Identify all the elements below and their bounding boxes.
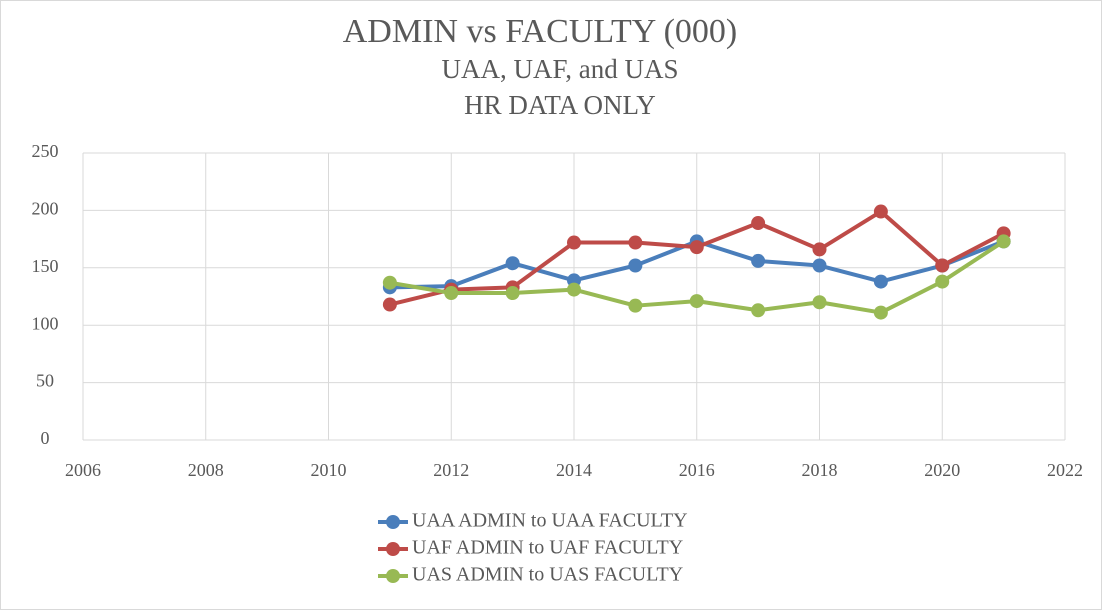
chart-subtitle: UAA, UAF, and UAS: [441, 54, 678, 84]
data-point: [751, 253, 766, 268]
data-point: [873, 204, 888, 219]
data-point: [689, 240, 704, 255]
x-tick-label: 2016: [679, 460, 715, 480]
data-point: [567, 235, 581, 250]
legend-swatch: [386, 515, 400, 529]
y-tick-label: 250: [32, 141, 59, 161]
data-point: [873, 274, 888, 289]
data-point: [382, 275, 397, 290]
x-tick-label: 2014: [556, 460, 592, 480]
legend-label: UAF ADMIN to UAF FACULTY: [412, 537, 683, 559]
chart-title: ADMIN vs FACULTY (000): [343, 13, 737, 50]
data-point: [689, 294, 704, 309]
y-tick-label: 150: [32, 256, 59, 276]
data-point: [935, 258, 950, 273]
data-point: [996, 234, 1011, 249]
data-point: [812, 258, 827, 273]
data-point: [812, 242, 827, 257]
chart-subtitle: HR DATA ONLY: [464, 90, 656, 120]
data-point: [382, 297, 397, 312]
data-point: [751, 216, 766, 231]
y-tick-label: 100: [32, 313, 59, 333]
data-point: [567, 282, 581, 297]
x-tick-label: 2020: [924, 460, 960, 480]
data-point: [505, 286, 520, 301]
x-tick-label: 2010: [311, 460, 347, 480]
y-tick-label: 200: [32, 199, 59, 219]
x-tick-label: 2018: [802, 460, 838, 480]
data-point: [935, 274, 950, 289]
data-point: [812, 295, 827, 310]
x-tick-label: 2022: [1047, 460, 1083, 480]
legend-swatch: [386, 542, 400, 556]
data-point: [628, 298, 643, 313]
data-point: [505, 256, 520, 271]
y-tick-label: 0: [41, 428, 50, 448]
x-tick-label: 2006: [65, 460, 101, 480]
legend-swatch: [386, 569, 400, 583]
data-point: [628, 258, 643, 273]
y-tick-label: 50: [36, 371, 54, 391]
data-point: [873, 305, 888, 320]
legend-label: UAS ADMIN to UAS FACULTY: [412, 564, 683, 586]
data-point: [444, 286, 459, 301]
data-point: [628, 235, 643, 250]
x-tick-label: 2008: [188, 460, 224, 480]
x-tick-label: 2012: [433, 460, 469, 480]
data-point: [751, 303, 766, 318]
legend-label: UAA ADMIN to UAA FACULTY: [412, 510, 688, 532]
